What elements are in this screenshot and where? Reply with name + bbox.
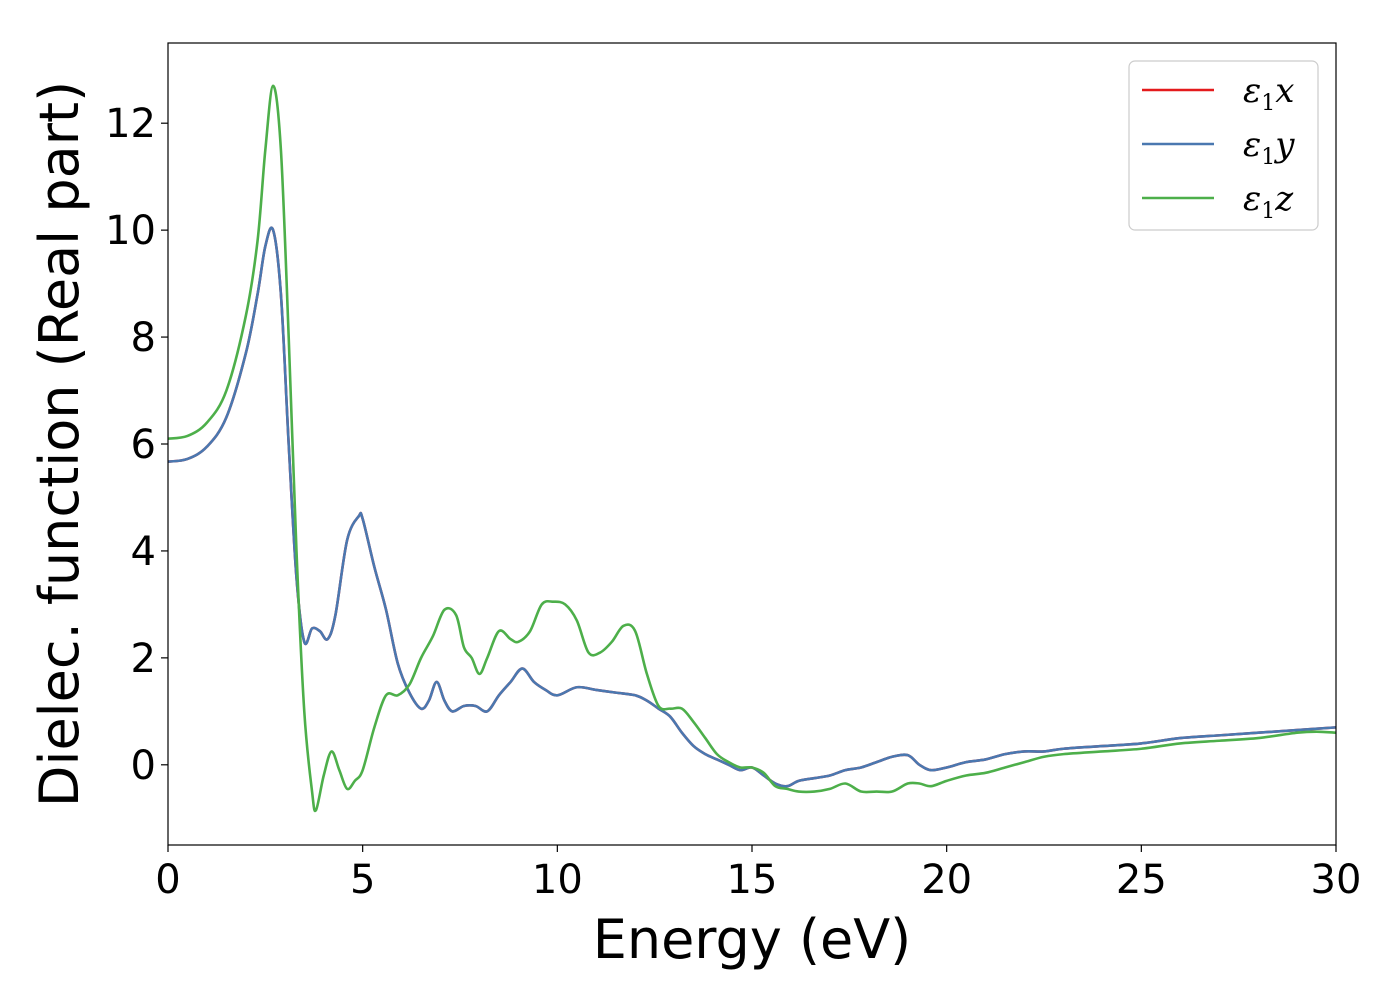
y-tick-label: 6 xyxy=(131,422,156,468)
y-tick-label: 4 xyxy=(131,529,156,575)
x-tick-label: 15 xyxy=(727,857,778,903)
x-tick-label: 20 xyxy=(921,857,972,903)
series-line-y xyxy=(168,226,1336,788)
legend-frame xyxy=(1128,60,1319,231)
x-tick-label: 0 xyxy=(155,857,180,903)
series-line-x xyxy=(168,226,1336,788)
legend-label-x: ε1x xyxy=(1243,71,1294,116)
x-tick-label: 30 xyxy=(1311,857,1362,903)
y-axis-label: Dielec. function (Real part) xyxy=(28,81,91,807)
y-axis: 0 2 4 6 8 10 12 xyxy=(105,101,168,789)
legend-label-y: ε1y xyxy=(1243,125,1295,170)
series-line-z xyxy=(168,84,1336,813)
y-tick-label: 10 xyxy=(105,208,156,254)
y-tick-label: 2 xyxy=(131,636,156,682)
x-axis: 0 5 10 15 20 25 30 xyxy=(155,845,1361,903)
y-tick-label: 0 xyxy=(131,743,156,789)
series-layer xyxy=(168,84,1336,813)
legend-label-z: ε1z xyxy=(1243,179,1294,224)
x-tick-label: 10 xyxy=(532,857,583,903)
y-tick-label: 8 xyxy=(131,315,156,361)
legend: ε1x ε1y ε1z xyxy=(1128,60,1319,231)
x-tick-label: 25 xyxy=(1116,857,1167,903)
x-axis-label: Energy (eV) xyxy=(593,908,912,971)
x-tick-label: 5 xyxy=(350,857,375,903)
y-tick-label: 12 xyxy=(105,101,156,147)
